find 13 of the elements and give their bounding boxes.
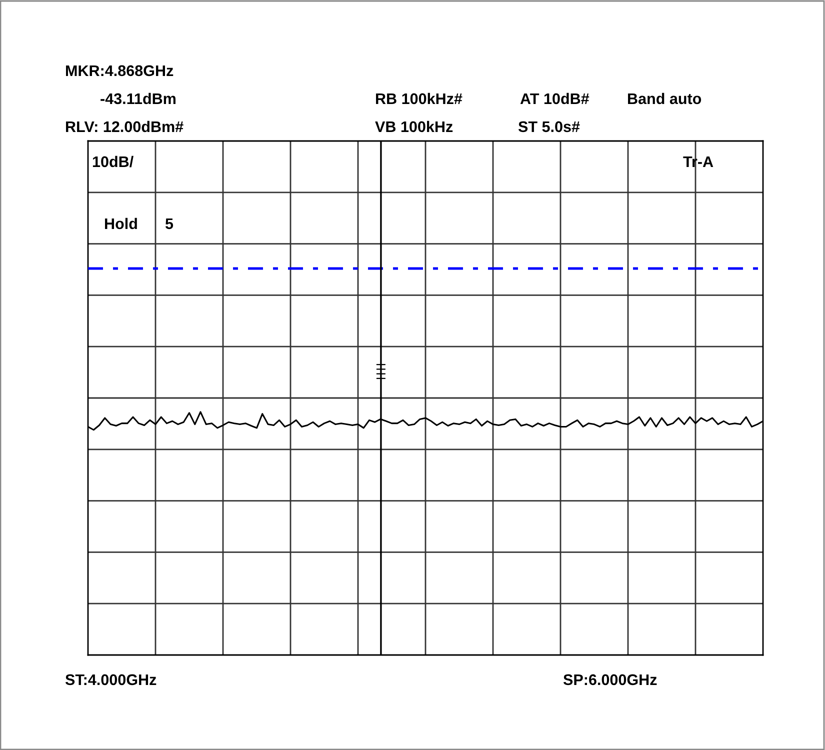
text: VB 100kHz [375, 120, 453, 132]
text: RB 100kHz# [376, 92, 462, 104]
text: SP:6.000GHz [563, 674, 657, 686]
text: 10dB/ [92, 156, 134, 168]
text: 5 [165, 218, 174, 230]
text: RLV: 12.00dBm# [66, 120, 184, 132]
text: -43.11dBm [100, 92, 176, 104]
text: Hold [105, 218, 137, 230]
text: ST:4.000GHz [65, 674, 156, 686]
text: Band auto [628, 92, 702, 104]
text: MKR:4.868GHz [66, 65, 174, 76]
text: ST 5.0s# [518, 121, 580, 132]
text: AT 10dB# [520, 92, 590, 104]
